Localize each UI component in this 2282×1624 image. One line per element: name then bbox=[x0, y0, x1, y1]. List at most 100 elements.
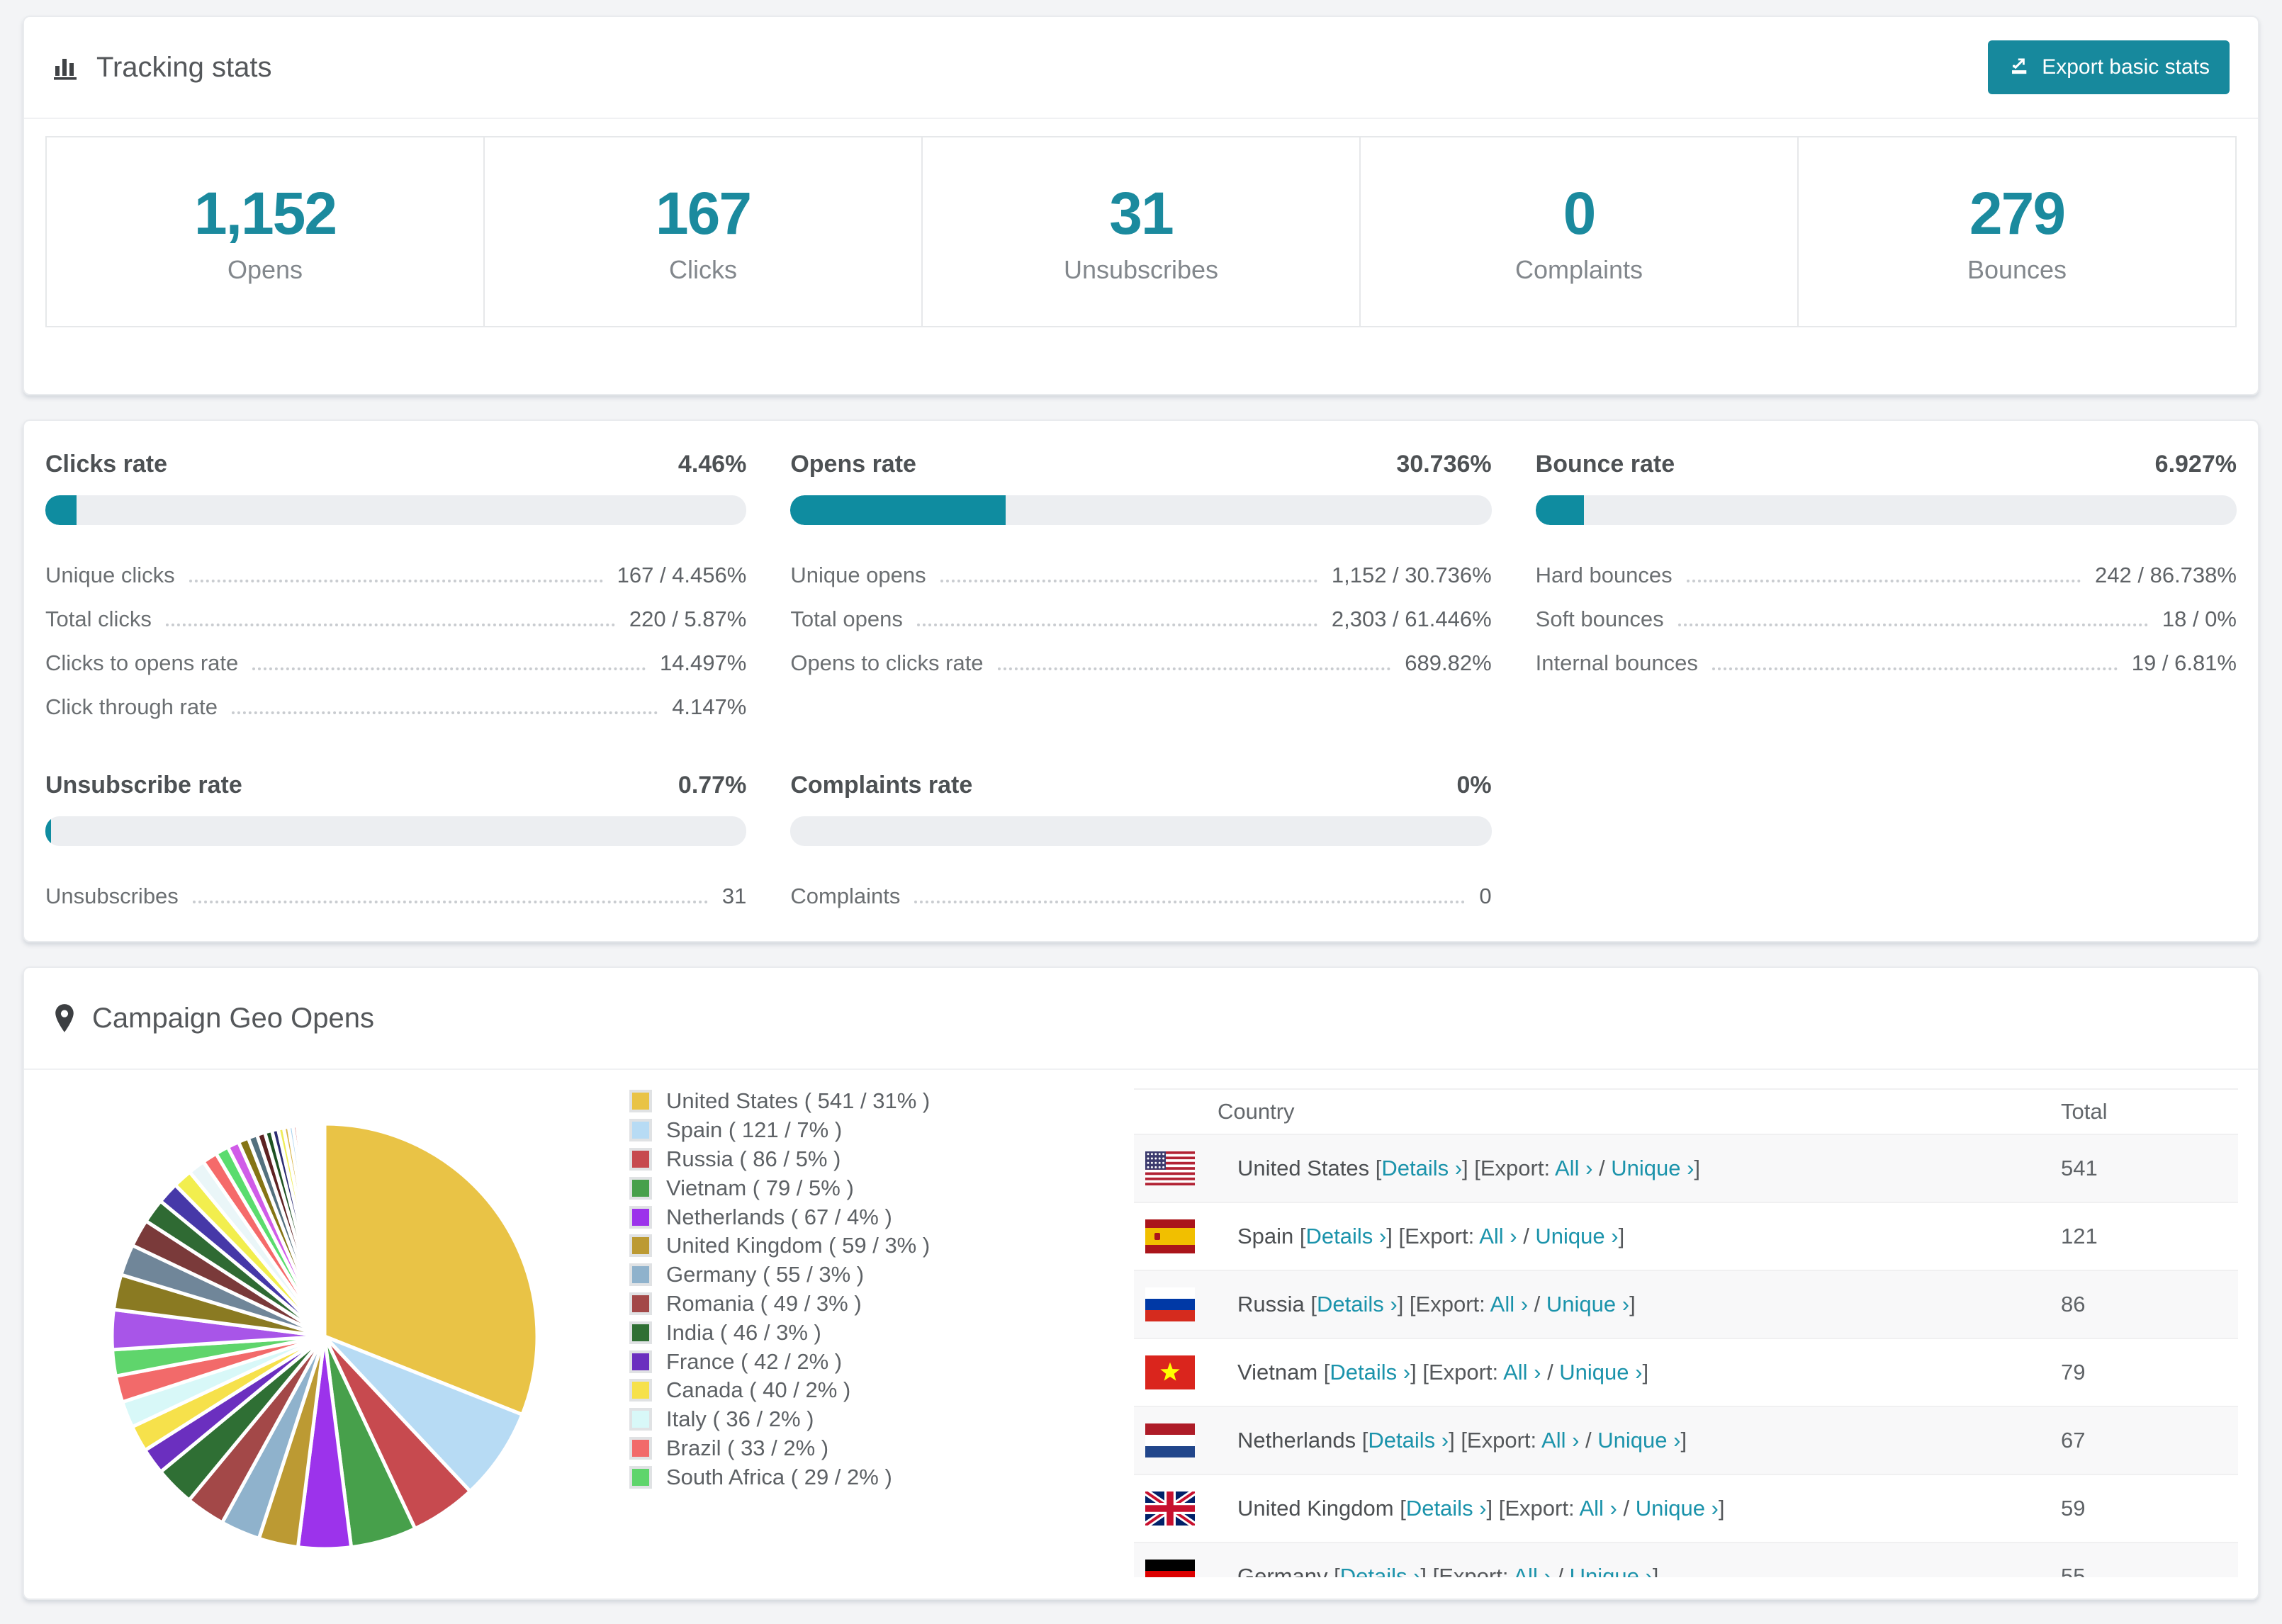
stat-value: 31 bbox=[721, 884, 747, 908]
export-unique-link[interactable]: Unique › bbox=[1546, 1292, 1630, 1316]
legend-item-italy: Italy ( 36 / 2% ) bbox=[629, 1405, 930, 1434]
tracking-stats-header: Tracking stats Export basic stats bbox=[24, 17, 2258, 119]
rate-value: 6.927% bbox=[2154, 451, 2237, 478]
table-row-united-kingdom: United Kingdom [Details ›] [Export: All … bbox=[1134, 1475, 2238, 1543]
rate-title: Opens rate bbox=[790, 451, 916, 478]
export-all-link[interactable]: All › bbox=[1555, 1156, 1593, 1180]
export-all-link[interactable]: All › bbox=[1479, 1224, 1517, 1248]
geo-pie-chart bbox=[98, 1110, 551, 1563]
table-row-netherlands: Netherlands [Details ›] [Export: All › /… bbox=[1134, 1407, 2238, 1475]
stat-value: 4.147% bbox=[672, 694, 747, 719]
stat-value: 18 / 0% bbox=[2162, 607, 2237, 631]
stat-label: Total opens bbox=[790, 607, 903, 631]
export-icon bbox=[2008, 53, 2030, 81]
stat-value: 167 / 4.456% bbox=[617, 563, 747, 587]
nl-flag-icon bbox=[1145, 1423, 1195, 1457]
stat-label: Unsubscribes bbox=[45, 884, 179, 908]
dotted-leader bbox=[192, 901, 708, 903]
dotted-leader bbox=[1677, 624, 2148, 626]
total-value: 121 bbox=[2061, 1224, 2098, 1248]
total-column-header: Total bbox=[2061, 1099, 2108, 1124]
country-name: United States bbox=[1237, 1156, 1370, 1180]
country-name: Netherlands bbox=[1237, 1428, 1356, 1453]
stat-row-internal-bounces: Internal bounces 19 / 6.81% bbox=[1536, 641, 2237, 685]
progress-bar-unsubscribe bbox=[45, 816, 747, 846]
dotted-leader bbox=[165, 624, 615, 626]
summary-value: 279 bbox=[1969, 179, 2066, 247]
export-unique-link[interactable]: Unique › bbox=[1569, 1564, 1653, 1577]
export-all-link[interactable]: All › bbox=[1513, 1564, 1551, 1577]
details-link[interactable]: Details › bbox=[1317, 1292, 1398, 1316]
dotted-leader bbox=[252, 667, 646, 670]
export-unique-link[interactable]: Unique › bbox=[1611, 1156, 1694, 1180]
stat-label: Unique opens bbox=[790, 563, 926, 587]
stat-value: 242 / 86.738% bbox=[2095, 563, 2237, 587]
table-row-russia: Russia [Details ›] [Export: All › / Uniq… bbox=[1134, 1271, 2238, 1339]
details-link[interactable]: Details › bbox=[1339, 1564, 1421, 1577]
export-all-link[interactable]: All › bbox=[1541, 1428, 1580, 1453]
rate-section-bounce: Bounce rate 6.927% Hard bounces 242 / 86.73… bbox=[1535, 442, 2237, 729]
country-name: Germany bbox=[1237, 1564, 1328, 1577]
dotted-leader bbox=[1712, 667, 2118, 670]
legend-label: Brazil ( 33 / 2% ) bbox=[666, 1435, 829, 1460]
geo-header: Campaign Geo Opens bbox=[24, 968, 2258, 1070]
export-unique-link[interactable]: Unique › bbox=[1597, 1428, 1681, 1453]
stat-row-total-clicks: Total clicks 220 / 5.87% bbox=[45, 597, 746, 641]
stat-row-clicks-to-opens-rate: Clicks to opens rate 14.497% bbox=[45, 641, 746, 685]
legend-item-russia: Russia ( 86 / 5% ) bbox=[629, 1145, 930, 1174]
stat-row-unique-clicks: Unique clicks 167 / 4.456% bbox=[45, 553, 746, 597]
summary-label: Unsubscribes bbox=[1063, 254, 1219, 284]
legend-label: Russia ( 86 / 5% ) bbox=[666, 1146, 841, 1171]
legend-label: France ( 42 / 2% ) bbox=[666, 1348, 843, 1374]
total-value: 79 bbox=[2061, 1360, 2086, 1385]
stat-label: Unique clicks bbox=[45, 563, 175, 587]
export-unique-link[interactable]: Unique › bbox=[1535, 1224, 1619, 1248]
summary-cell-clicks: 167 Clicks bbox=[485, 137, 923, 326]
legend-label: South Africa ( 29 / 2% ) bbox=[666, 1464, 892, 1489]
details-link[interactable]: Details › bbox=[1368, 1428, 1449, 1453]
summary-value: 31 bbox=[1109, 179, 1174, 247]
summary-value: 167 bbox=[655, 179, 752, 247]
table-row-vietnam: Vietnam [Details ›] [Export: All › / Uni… bbox=[1134, 1339, 2238, 1407]
legend-swatch bbox=[629, 1321, 652, 1344]
country-name: Russia bbox=[1237, 1292, 1305, 1316]
progress-fill bbox=[45, 816, 51, 846]
stat-label: Total clicks bbox=[45, 607, 152, 631]
summary-cell-unsubscribes: 31 Unsubscribes bbox=[923, 137, 1361, 326]
export-unique-link[interactable]: Unique › bbox=[1559, 1360, 1643, 1385]
gb-flag-icon bbox=[1145, 1492, 1195, 1526]
summary-value: 0 bbox=[1563, 179, 1597, 247]
stat-row-click-through-rate: Click through rate 4.147% bbox=[45, 685, 746, 729]
export-all-link[interactable]: All › bbox=[1490, 1292, 1529, 1316]
export-all-link[interactable]: All › bbox=[1579, 1496, 1617, 1521]
export-all-link[interactable]: All › bbox=[1503, 1360, 1541, 1385]
rate-section-complaints: Complaints rate 0% Complaints 0 bbox=[790, 763, 1492, 918]
stat-value: 689.82% bbox=[1405, 650, 1492, 675]
geo-title: Campaign Geo Opens bbox=[92, 1002, 375, 1034]
total-value: 541 bbox=[2061, 1156, 2098, 1180]
pie-slice-united-states bbox=[322, 1122, 539, 1417]
details-link[interactable]: Details › bbox=[1381, 1156, 1463, 1180]
export-basic-stats-button[interactable]: Export basic stats bbox=[1988, 40, 2230, 94]
dotted-leader bbox=[231, 711, 658, 714]
rate-title: Clicks rate bbox=[45, 451, 167, 478]
details-link[interactable]: Details › bbox=[1405, 1496, 1487, 1521]
stat-row-opens-to-clicks-rate: Opens to clicks rate 689.82% bbox=[790, 641, 1491, 685]
dotted-leader bbox=[997, 667, 1391, 670]
es-flag-icon bbox=[1145, 1219, 1195, 1253]
stat-label: Complaints bbox=[790, 884, 901, 908]
country-column-header: Country bbox=[1218, 1099, 1295, 1124]
stat-value: 220 / 5.87% bbox=[629, 607, 747, 631]
legend-item-netherlands: Netherlands ( 67 / 4% ) bbox=[629, 1202, 930, 1231]
rate-value: 0% bbox=[1456, 772, 1492, 799]
rate-section-opens: Opens rate 30.736% Unique opens 1,152 / 30.… bbox=[790, 442, 1492, 729]
legend-label: Germany ( 55 / 3% ) bbox=[666, 1262, 865, 1287]
summary-cell-complaints: 0 Complaints bbox=[1361, 137, 1799, 326]
total-value: 59 bbox=[2061, 1496, 2086, 1521]
export-unique-link[interactable]: Unique › bbox=[1635, 1496, 1719, 1521]
rate-value: 30.736% bbox=[1396, 451, 1492, 478]
rate-value: 0.77% bbox=[678, 772, 747, 799]
details-link[interactable]: Details › bbox=[1305, 1224, 1387, 1248]
details-link[interactable]: Details › bbox=[1330, 1360, 1411, 1385]
legend-swatch bbox=[629, 1292, 652, 1315]
